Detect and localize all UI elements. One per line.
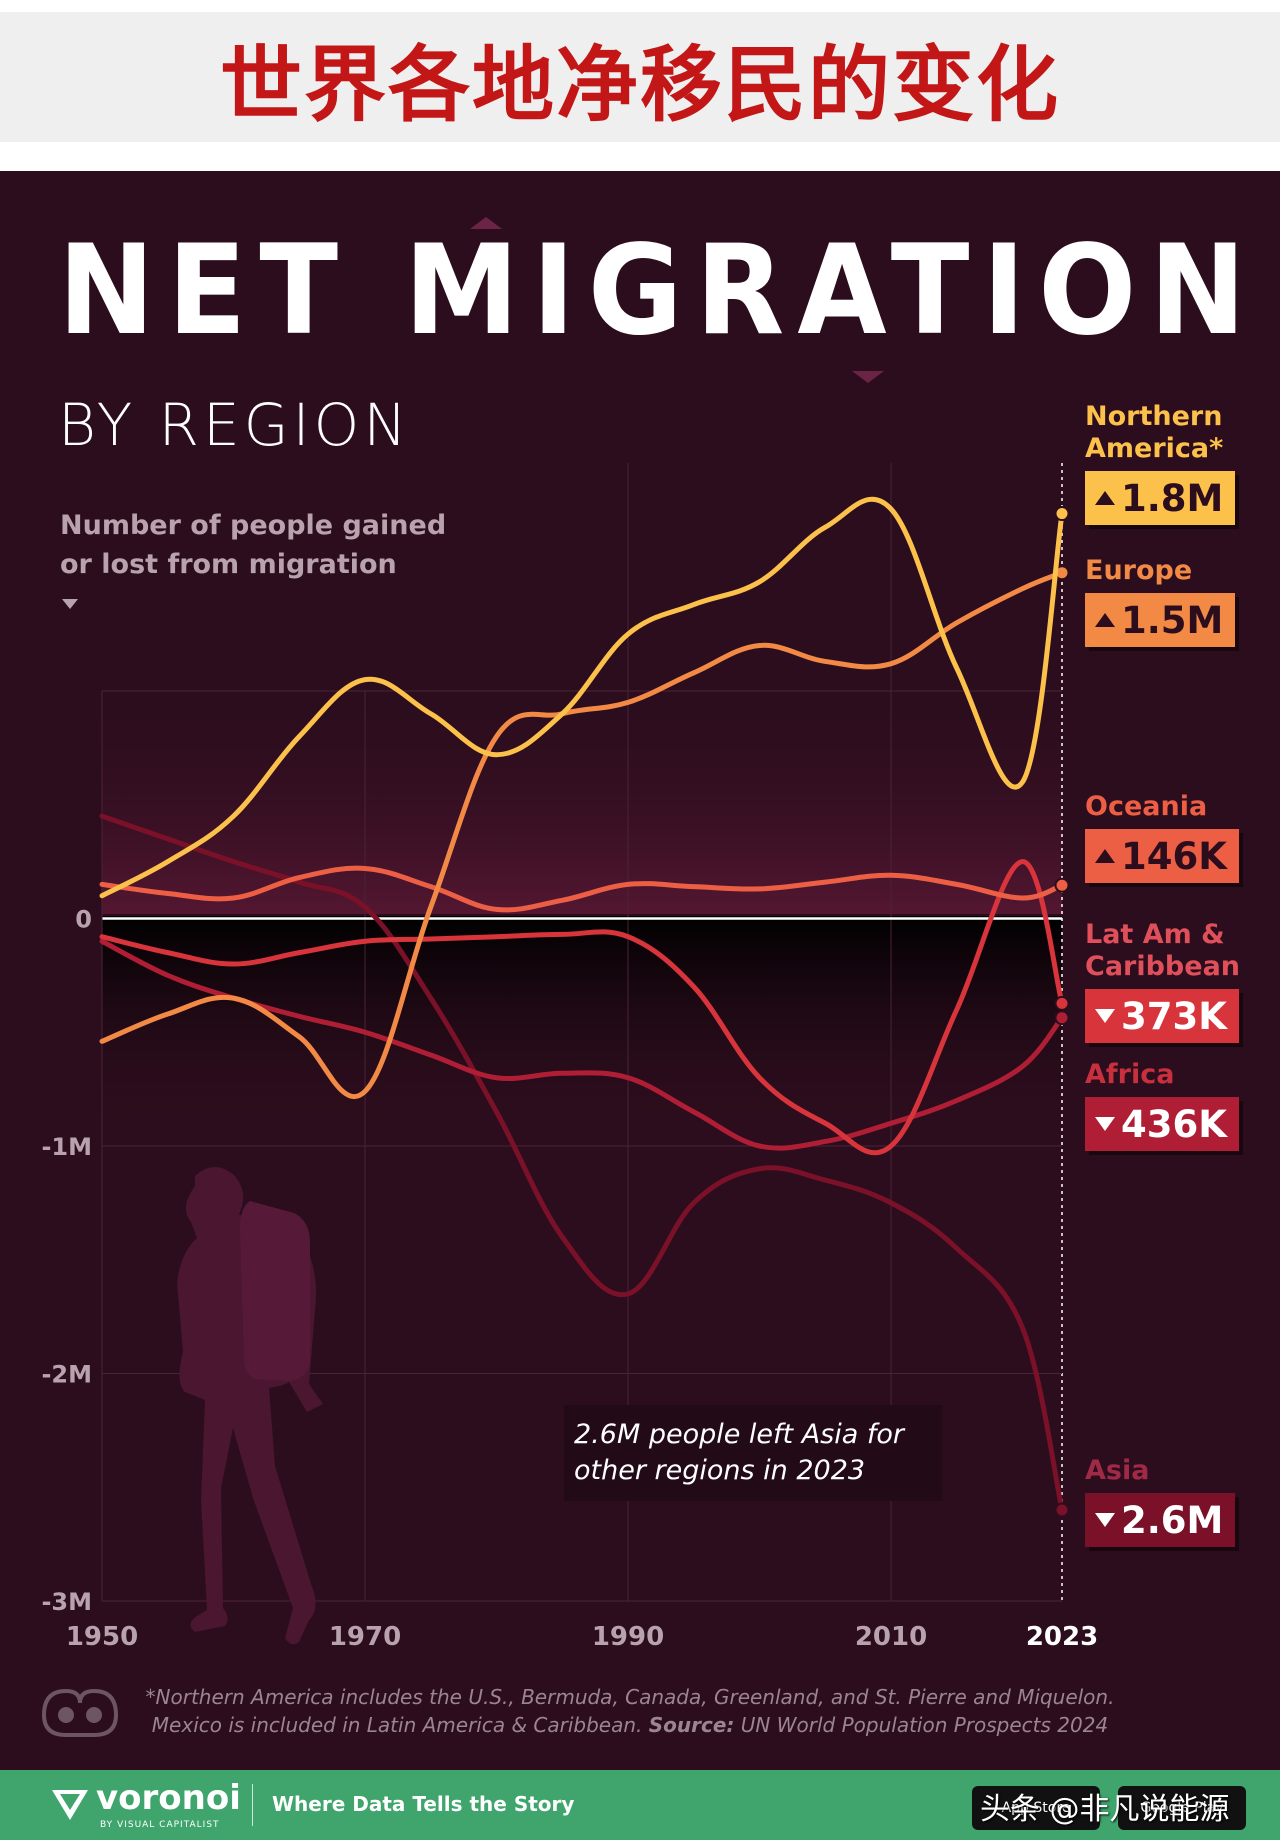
app-store-button[interactable]: App Store	[972, 1786, 1100, 1830]
y-tick-label: -3M	[41, 1588, 92, 1616]
series-line-latam	[99, 859, 1065, 1156]
value-badge-asia: 2.6M	[1085, 1493, 1236, 1547]
label-asia: Asia 2.6M	[1085, 1455, 1236, 1547]
label-oceania: Oceania 146K	[1085, 791, 1239, 883]
x-tick-label: 1990	[592, 1622, 664, 1652]
source-text: UN World Population Prospects 2024	[740, 1713, 1109, 1737]
region-name-northern-america: Northern America*	[1085, 401, 1224, 464]
value-africa: 436K	[1121, 1102, 1227, 1146]
title-down-arrow-icon	[852, 371, 884, 383]
footer-divider	[252, 1784, 253, 1826]
label-latam: Lat Am & Caribbean 373K	[1085, 919, 1265, 1043]
backpack-icon	[240, 1201, 310, 1381]
value-asia: 2.6M	[1121, 1498, 1224, 1542]
watermark: 头条 @非凡说能源	[980, 1792, 1230, 1827]
chart-subtitle: BY REGION	[58, 391, 411, 459]
up-arrow-icon	[1095, 613, 1115, 627]
value-northern-america: 1.8M	[1121, 476, 1224, 520]
chart-canvas: 1950 1970 1990 2010 2023 0 -1M -2M -3M	[41, 217, 1098, 1652]
label-africa: Africa 436K	[1085, 1059, 1239, 1151]
series-endpoint-africa	[1054, 1010, 1070, 1026]
x-tick-label: 2010	[855, 1622, 927, 1652]
series-endpoint-asia	[1054, 1502, 1070, 1518]
region-name-europe: Europe	[1085, 555, 1193, 586]
google-play-button[interactable]: Google Play	[1118, 1786, 1246, 1830]
down-arrow-icon	[1095, 1009, 1115, 1023]
series-line-europe	[99, 570, 1065, 1100]
infographic-panel: 1950 1970 1990 2010 2023 0 -1M -2M -3M NET MIGRA…	[0, 171, 1280, 1770]
tagline: Where Data Tells the Story	[272, 1792, 575, 1816]
series-lines	[99, 496, 1070, 1518]
visual-capitalist-logo-icon	[41, 1688, 119, 1737]
region-name-latam: Lat Am & Caribbean	[1085, 919, 1241, 982]
chart-axes: 1950 1970 1990 2010 2023 0 -1M -2M -3M	[41, 217, 1098, 1652]
series-endpoint-northern_america	[1054, 506, 1070, 522]
brand-subtitle: BY VISUAL CAPITALIST	[100, 1820, 220, 1830]
chinese-title: 世界各地净移民的变化	[219, 37, 1060, 133]
voronoi-logo-icon	[52, 1790, 88, 1820]
asia-annotation: 2.6M people left Asia for other regions …	[564, 1405, 942, 1501]
brand-name: voronoi	[96, 1778, 241, 1818]
series-line-northern_america	[99, 496, 1065, 899]
negative-area-shade	[102, 916, 1062, 1136]
y-axis-description: Number of people gained or lost from mig…	[60, 510, 447, 580]
down-arrow-icon	[62, 599, 78, 609]
decorative-figure	[177, 1167, 323, 1645]
chart-title: NET MIGRATION	[58, 219, 1259, 363]
chinese-title-banner: 世界各地净移民的变化	[0, 12, 1280, 142]
value-latam: 373K	[1121, 994, 1227, 1038]
y-tick-label: -1M	[41, 1133, 92, 1161]
region-name-africa: Africa	[1085, 1059, 1175, 1090]
up-arrow-icon	[1095, 491, 1115, 505]
region-name-oceania: Oceania	[1085, 791, 1208, 822]
source-label: Source:	[648, 1713, 735, 1737]
footnote-text: *Northern America includes the U.S., Ber…	[145, 1685, 1115, 1737]
x-tick-label: 1970	[329, 1622, 401, 1652]
label-europe: Europe 1.5M	[1085, 555, 1236, 647]
value-europe: 1.5M	[1121, 598, 1224, 642]
value-badge-northern-america: 1.8M	[1085, 471, 1236, 525]
google-play-label: Google Play	[1140, 1800, 1224, 1816]
region-name-asia: Asia	[1085, 1455, 1150, 1486]
y-tick-label: -2M	[41, 1361, 92, 1389]
y-tick-label: 0	[75, 906, 92, 934]
value-badge-europe: 1.5M	[1085, 593, 1236, 647]
value-badge-africa: 436K	[1085, 1097, 1239, 1151]
value-badge-oceania: 146K	[1085, 829, 1239, 883]
down-arrow-icon	[1095, 1117, 1115, 1131]
label-northern-america: Northern America* 1.8M	[1085, 401, 1255, 525]
app-store-label: App Store	[1001, 1800, 1071, 1816]
series-line-africa	[99, 938, 1065, 1151]
footer-bar: voronoi BY VISUAL CAPITALIST Where Data …	[0, 1770, 1280, 1840]
title-up-arrow-icon	[470, 217, 502, 229]
value-badge-latam: 373K	[1085, 989, 1239, 1043]
value-oceania: 146K	[1121, 834, 1227, 878]
down-arrow-icon	[1095, 1513, 1115, 1527]
series-line-oceania	[99, 865, 1065, 913]
series-endpoint-latam	[1054, 995, 1070, 1011]
x-tick-label: 1950	[66, 1622, 138, 1652]
series-endpoint-oceania	[1054, 877, 1070, 893]
x-tick-label: 2023	[1026, 1622, 1098, 1652]
footnote: *Northern America includes the U.S., Ber…	[130, 1683, 1130, 1739]
up-arrow-icon	[1095, 849, 1115, 863]
